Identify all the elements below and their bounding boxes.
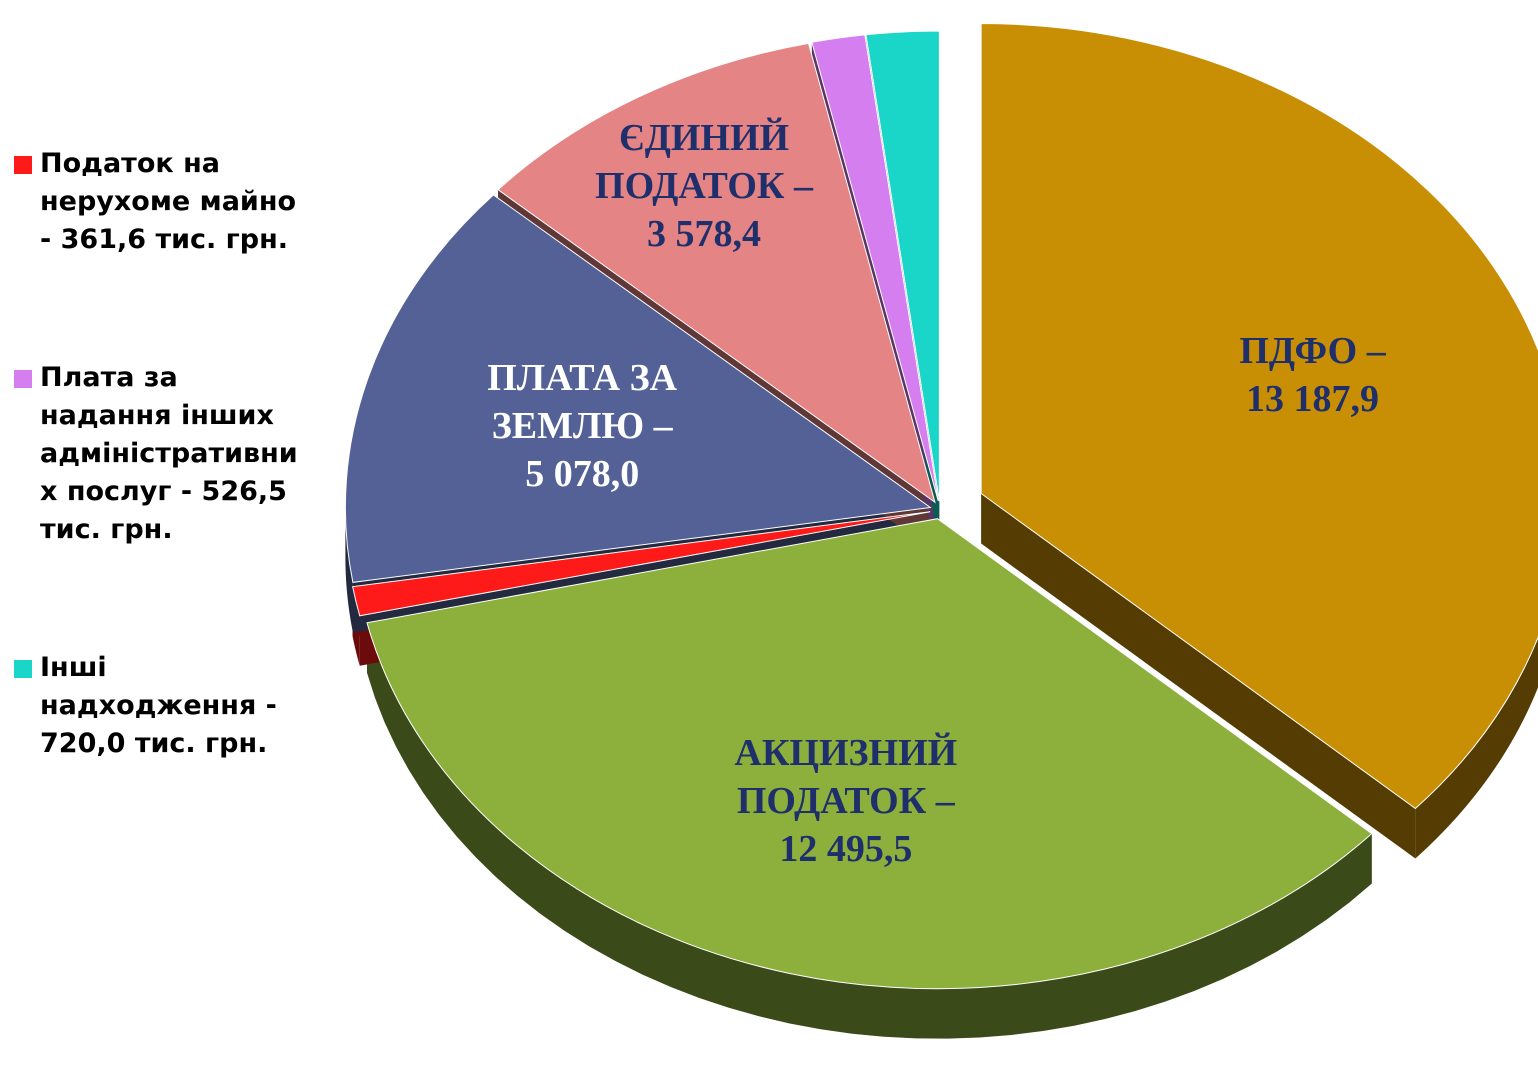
slice <box>352 511 931 617</box>
legend-item: Податок на нерухоме майно - 361,6 тис. г… <box>14 145 314 259</box>
legend-swatch <box>14 660 32 678</box>
legend-unit: тис. грн. <box>155 224 289 255</box>
slice-label: ПДФО – 13 187,9 <box>1163 327 1463 423</box>
legend-value: 361,6 <box>60 224 147 255</box>
slice <box>497 42 936 504</box>
slice-value: 3 578,4 <box>647 213 762 256</box>
legend-name: Плата за надання інших адміністративних … <box>40 362 298 507</box>
slice-label: ПЛАТА ЗА ЗЕМЛЮ – 5 078,0 <box>432 354 732 498</box>
slice-label: АКЦИЗНИЙ ПОДАТОК – 12 495,5 <box>696 729 996 873</box>
legend-swatch <box>14 156 32 174</box>
slice-value: 12 495,5 <box>779 827 913 870</box>
slice <box>344 194 932 583</box>
legend-item: Плата за надання інших адміністративних … <box>14 359 314 549</box>
slice-name: ЄДИНИЙ ПОДАТОК – <box>595 117 813 208</box>
slice-name: ПДФО – <box>1239 330 1386 373</box>
slice-tops <box>344 23 1538 990</box>
slice <box>980 23 1538 810</box>
slice-name: ПЛАТА ЗА ЗЕМЛЮ – <box>487 356 678 447</box>
legend-name: Податок на нерухоме майно - <box>40 148 297 255</box>
legend-unit: тис. грн. <box>40 514 173 545</box>
slice <box>366 518 1373 990</box>
legend-value: 526,5 <box>201 476 287 507</box>
slice <box>865 30 940 502</box>
slice-label: ЄДИНИЙ ПОДАТОК – 3 578,4 <box>554 114 854 258</box>
slice-side <box>345 507 353 633</box>
slice-side <box>366 622 1372 1039</box>
slice <box>811 34 939 502</box>
legend-name: Інші надходження - <box>40 652 277 721</box>
slice-name: АКЦИЗНИЙ ПОДАТОК – <box>734 731 958 822</box>
legend-value: 720,0 <box>40 728 126 759</box>
slice-side <box>1415 637 1538 859</box>
slice-value: 13 187,9 <box>1246 378 1380 421</box>
slice-cut-face <box>981 493 1416 859</box>
legend-swatch <box>14 370 32 388</box>
slice-value: 5 078,0 <box>525 452 640 495</box>
legend-item: Інші надходження - 720,0 тис. грн. <box>14 649 314 763</box>
legend-unit: тис. грн. <box>134 728 268 759</box>
legend: Податок на нерухоме майно - 361,6 тис. г… <box>14 145 314 763</box>
